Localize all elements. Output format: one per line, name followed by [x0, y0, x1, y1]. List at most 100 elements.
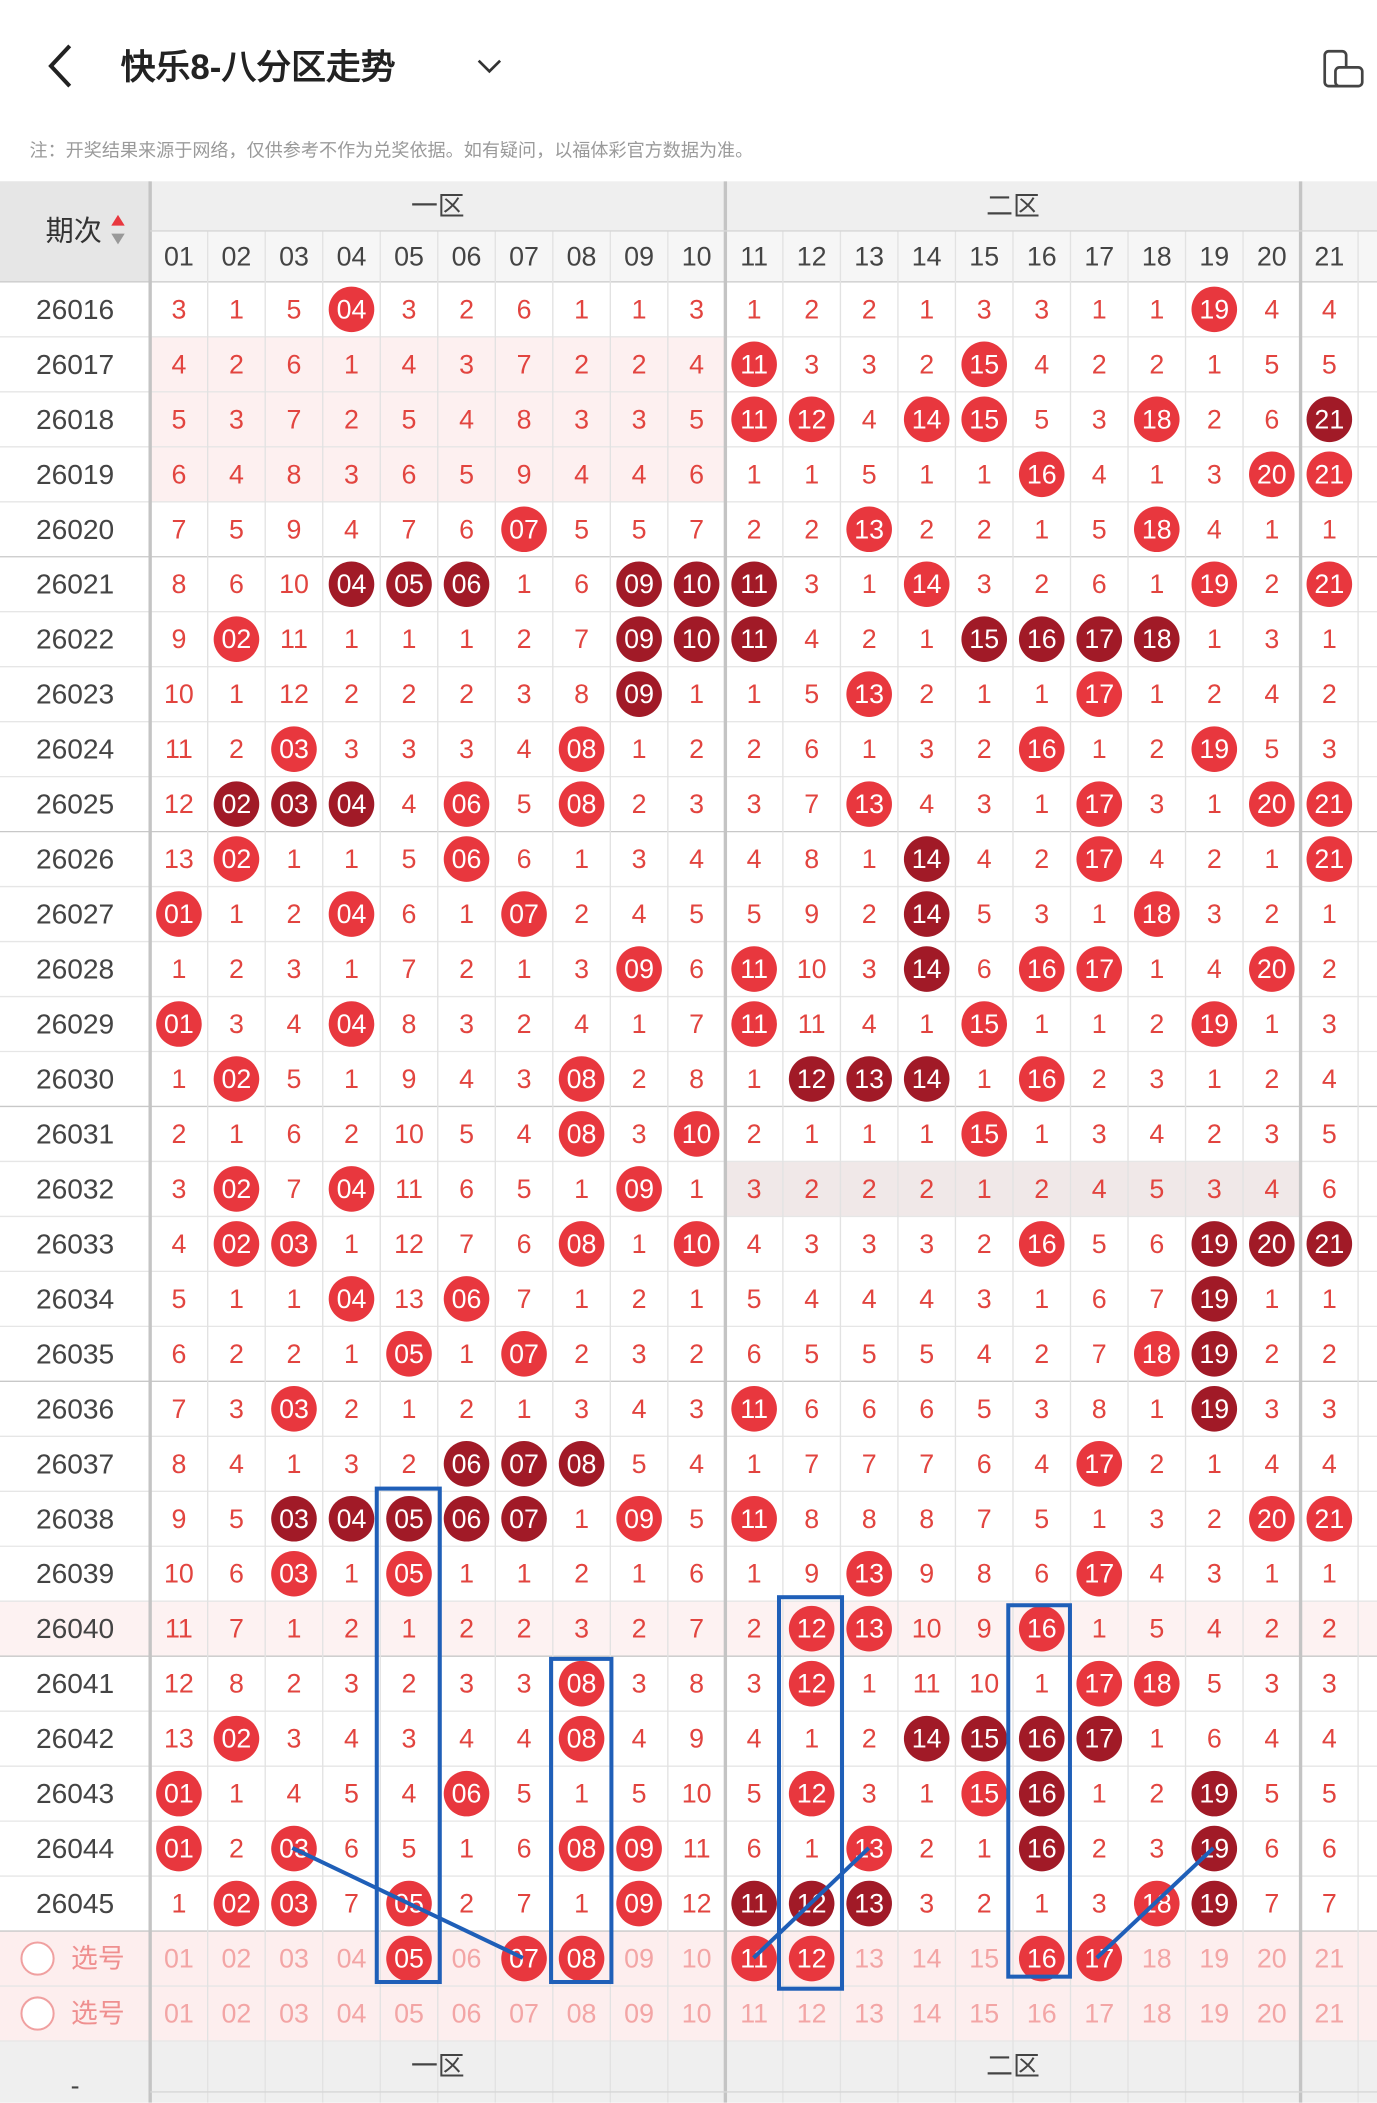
title-dropdown[interactable] [477, 59, 502, 74]
ball-number: 18 [1142, 624, 1172, 654]
ball [558, 1935, 605, 1982]
ball-number: 08 [567, 1669, 597, 1699]
orientation-button[interactable] [1323, 49, 1364, 88]
cell-number: 4 [689, 1449, 704, 1479]
back-button[interactable] [48, 44, 72, 88]
ball [443, 781, 490, 827]
cell-number: 4 [1264, 679, 1279, 709]
period: 26041 [36, 1668, 114, 1699]
ball-number: 02 [222, 844, 252, 874]
ball-number: 12 [797, 1064, 827, 1094]
pick-radio[interactable] [20, 1941, 55, 1976]
cell-number: 8 [171, 1449, 186, 1479]
column-header: 10 [682, 241, 712, 271]
ball [271, 1550, 317, 1597]
cell-number: 8 [229, 1669, 244, 1699]
ball-number: 13 [854, 1064, 884, 1094]
cell-number: 9 [402, 1064, 417, 1094]
cell-number: 3 [517, 1064, 532, 1094]
cell-number: 1 [344, 1559, 359, 1589]
cell-number: 8 [1092, 1394, 1107, 1424]
cell-number: 1 [977, 459, 992, 489]
ball [1306, 1221, 1353, 1267]
cell-number: 1 [1034, 514, 1049, 544]
cell-number: 1 [1149, 294, 1164, 324]
cell-number: 2 [1207, 844, 1222, 874]
cell-number: 1 [632, 1559, 647, 1589]
ball [501, 1935, 547, 1982]
cell-number: 8 [689, 1064, 704, 1094]
cell-number: 7 [689, 514, 704, 544]
ball-number: 18 [1142, 899, 1172, 929]
ball-number: 21 [1314, 789, 1344, 819]
cell-number: 4 [402, 1779, 417, 1809]
ball-number: 04 [337, 569, 367, 599]
cell-number: 8 [287, 459, 302, 489]
ball [961, 616, 1008, 662]
ball [1191, 1880, 1238, 1927]
column-header: 12 [797, 241, 827, 271]
cell-number: 1 [229, 899, 244, 929]
cell-number: 6 [977, 954, 992, 984]
cell-number: 1 [632, 734, 647, 764]
period: 26023 [36, 679, 114, 710]
ball [1018, 451, 1065, 498]
pick-label: 选号 [71, 1944, 125, 1974]
cell-number: 4 [459, 1724, 474, 1754]
cell-number: 21 [1314, 1999, 1344, 2029]
ball [1018, 1715, 1065, 1762]
ball-number: 10 [682, 1229, 712, 1259]
ball [903, 891, 950, 937]
ball [616, 1495, 662, 1542]
ball-number: 06 [452, 1449, 482, 1479]
ball [1191, 561, 1238, 608]
cell-number: 2 [287, 899, 302, 929]
cell-number: 4 [1264, 1724, 1279, 1754]
ball-number: 19 [1199, 1229, 1229, 1259]
cell-number: 1 [862, 1119, 877, 1149]
cell-number: 5 [1322, 349, 1337, 379]
pick-radio[interactable] [20, 1996, 55, 2031]
cell-number: 1 [287, 1284, 302, 1314]
cell-number: 2 [1034, 844, 1049, 874]
period: 26032 [36, 1173, 114, 1204]
zone-header: 一区 [411, 191, 465, 221]
cell-number: 3 [977, 789, 992, 819]
ball [271, 1386, 317, 1432]
ball-number: 04 [337, 1504, 367, 1534]
ball-number: 11 [740, 569, 768, 599]
annotations [291, 1486, 1215, 1991]
ball [1191, 1276, 1238, 1322]
cell-number: 5 [517, 789, 532, 819]
cell-number: 5 [574, 514, 589, 544]
period: 26017 [36, 349, 114, 380]
period: 26042 [36, 1723, 114, 1754]
cell-number: 5 [804, 1339, 819, 1369]
cell-number: 2 [344, 1614, 359, 1644]
cell-number: 6 [287, 349, 302, 379]
column-header: 18 [1142, 241, 1172, 271]
period: 26025 [36, 789, 114, 820]
cell-number: 14 [912, 1944, 942, 1974]
cell-number: 3 [1034, 899, 1049, 929]
cell-number: 7 [517, 1284, 532, 1314]
cell-number: 4 [517, 734, 532, 764]
ball [1191, 1221, 1238, 1267]
cell-number: 1 [1264, 844, 1279, 874]
ball-number: 07 [509, 1504, 539, 1534]
cell-number: 1 [574, 1889, 589, 1919]
ball-number: 16 [1027, 1834, 1057, 1864]
ball-number: 19 [1199, 1889, 1229, 1919]
ball-number: 12 [797, 404, 827, 434]
cell-number: 5 [632, 1779, 647, 1809]
cell-number: 2 [229, 1834, 244, 1864]
cell-number: 7 [459, 1229, 474, 1259]
cell-number: 2 [1149, 1779, 1164, 1809]
cell-number: 5 [862, 1339, 877, 1369]
cell-number: 3 [344, 459, 359, 489]
cell-number: 1 [574, 1284, 589, 1314]
cell-number: 2 [574, 1339, 589, 1369]
ball [731, 1386, 777, 1432]
cell-number: 10 [279, 569, 309, 599]
cell-number: 4 [517, 1724, 532, 1754]
